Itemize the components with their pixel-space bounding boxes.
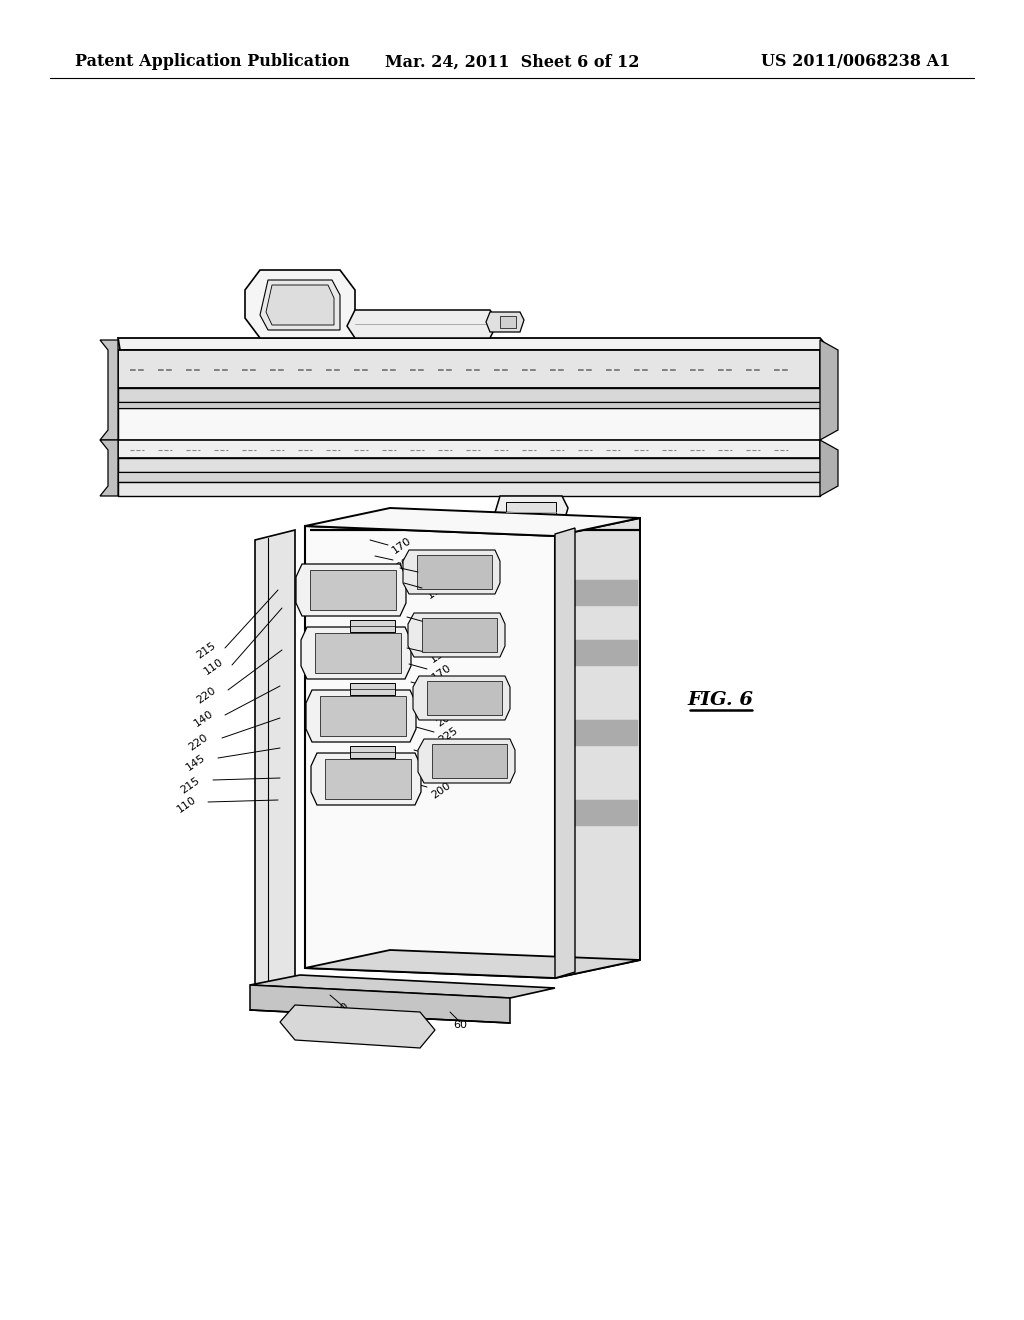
Polygon shape (506, 502, 556, 521)
Polygon shape (422, 618, 497, 652)
Text: 170: 170 (390, 535, 413, 556)
Polygon shape (305, 525, 555, 978)
Polygon shape (118, 482, 820, 496)
Polygon shape (350, 746, 395, 758)
Polygon shape (310, 570, 396, 610)
Text: US 2011/0068238 A1: US 2011/0068238 A1 (761, 54, 950, 70)
Text: 110: 110 (202, 657, 225, 677)
Polygon shape (118, 338, 830, 350)
Text: 225: 225 (437, 725, 460, 746)
Text: Patent Application Publication: Patent Application Publication (75, 54, 350, 70)
Polygon shape (820, 440, 838, 496)
Polygon shape (408, 612, 505, 657)
Text: 110: 110 (175, 795, 198, 816)
Polygon shape (403, 550, 500, 594)
Polygon shape (494, 496, 568, 528)
Polygon shape (296, 564, 406, 616)
Polygon shape (250, 975, 555, 998)
Text: 170: 170 (329, 999, 351, 1020)
Polygon shape (319, 696, 406, 737)
Polygon shape (555, 517, 640, 978)
Text: 205: 205 (428, 615, 451, 635)
Polygon shape (255, 531, 295, 995)
Text: 155: 155 (428, 645, 451, 665)
Polygon shape (118, 458, 820, 473)
Polygon shape (118, 473, 820, 482)
Polygon shape (280, 1005, 435, 1048)
Text: 200: 200 (430, 780, 453, 800)
Polygon shape (305, 508, 640, 536)
Text: 200: 200 (432, 680, 455, 700)
Polygon shape (427, 681, 502, 715)
Polygon shape (301, 627, 411, 678)
Polygon shape (350, 682, 395, 696)
Text: FIG. 6: FIG. 6 (687, 690, 753, 709)
Text: 220: 220 (195, 685, 218, 705)
Polygon shape (486, 312, 524, 333)
Text: 205: 205 (435, 708, 458, 729)
Polygon shape (558, 640, 638, 667)
Text: 170: 170 (425, 579, 449, 601)
Polygon shape (100, 440, 118, 496)
Text: 60: 60 (453, 1020, 467, 1030)
Polygon shape (350, 620, 395, 632)
Text: 225: 225 (420, 565, 443, 585)
Polygon shape (558, 579, 638, 606)
Polygon shape (118, 408, 820, 440)
Text: 145: 145 (184, 752, 207, 772)
Polygon shape (260, 280, 340, 330)
Text: 215: 215 (179, 775, 202, 795)
Polygon shape (325, 759, 411, 799)
Polygon shape (315, 634, 401, 673)
Polygon shape (100, 341, 118, 440)
Polygon shape (245, 271, 355, 338)
Text: 215: 215 (195, 640, 218, 660)
Text: 170: 170 (430, 661, 453, 682)
Polygon shape (413, 676, 510, 719)
Polygon shape (558, 800, 638, 826)
Polygon shape (347, 310, 498, 338)
Polygon shape (500, 315, 516, 327)
Polygon shape (118, 440, 820, 458)
Polygon shape (118, 403, 820, 408)
Polygon shape (250, 985, 510, 1023)
Text: 205: 205 (395, 552, 418, 572)
Polygon shape (558, 719, 638, 746)
Text: 155: 155 (435, 748, 458, 768)
Text: Mar. 24, 2011  Sheet 6 of 12: Mar. 24, 2011 Sheet 6 of 12 (385, 54, 639, 70)
Text: 220: 220 (186, 731, 210, 752)
Polygon shape (306, 690, 416, 742)
Polygon shape (118, 350, 820, 388)
Polygon shape (432, 744, 507, 777)
Polygon shape (418, 739, 515, 783)
Polygon shape (417, 554, 492, 589)
Polygon shape (555, 528, 575, 978)
Polygon shape (305, 950, 640, 978)
Polygon shape (266, 285, 334, 325)
Text: 140: 140 (191, 708, 215, 729)
Polygon shape (820, 341, 838, 440)
Polygon shape (118, 388, 820, 403)
Polygon shape (311, 752, 421, 805)
